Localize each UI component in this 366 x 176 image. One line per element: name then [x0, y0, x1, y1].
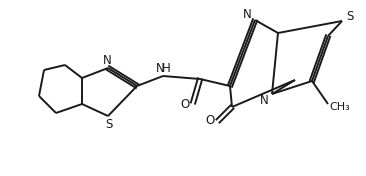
Text: N: N [259, 93, 268, 106]
Text: H: H [162, 62, 171, 76]
Text: N: N [243, 8, 251, 20]
Text: S: S [105, 118, 113, 130]
Text: N: N [102, 54, 111, 67]
Text: S: S [346, 10, 354, 23]
Text: O: O [180, 98, 190, 111]
Text: CH₃: CH₃ [330, 102, 350, 112]
Text: N: N [156, 62, 164, 76]
Text: O: O [205, 115, 214, 127]
